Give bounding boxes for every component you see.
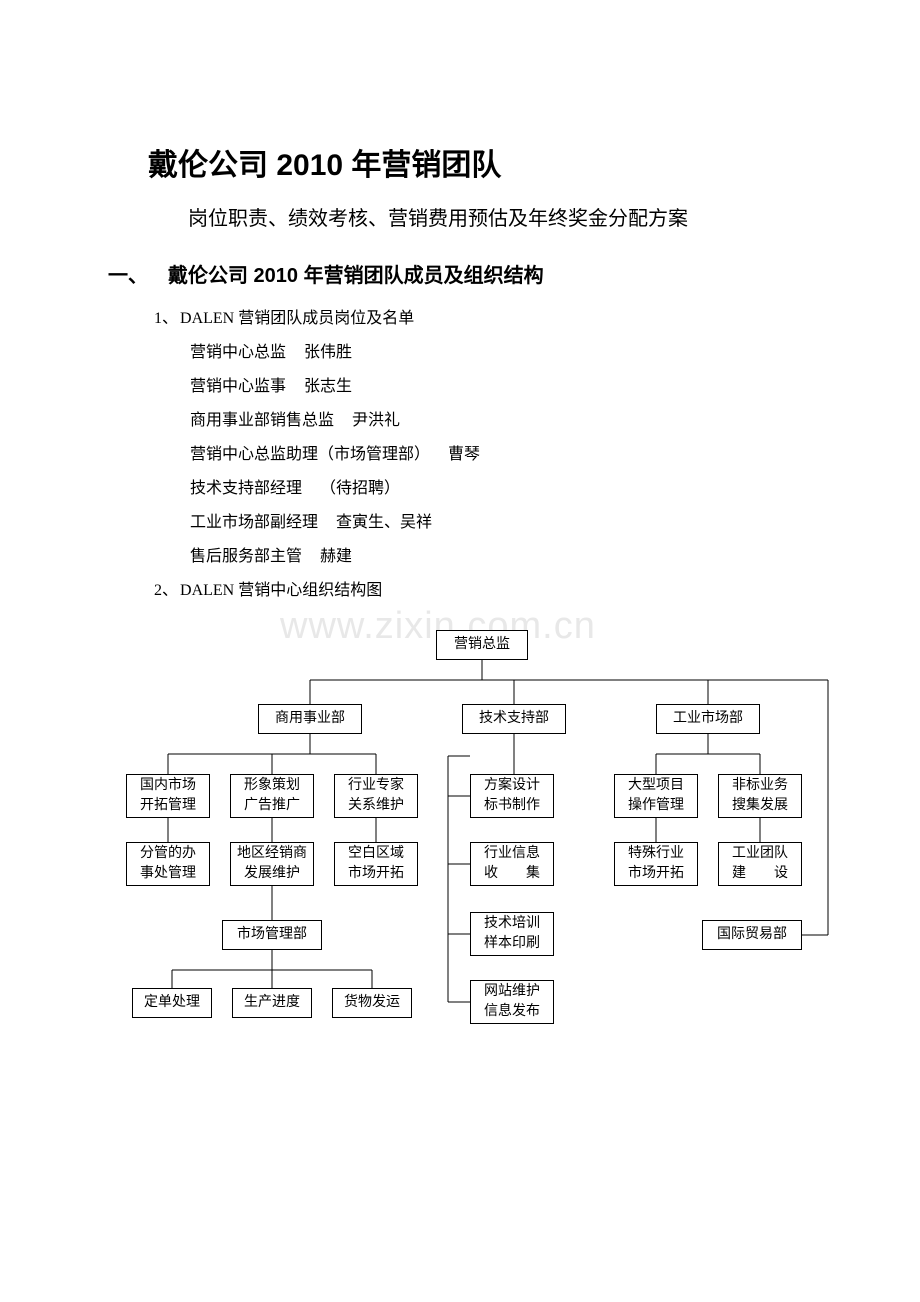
member-role: 营销中心总监助理（市场管理部）	[190, 440, 430, 464]
org-node-label-line1: 网站维护	[484, 982, 540, 1002]
org-node-c1: 大型项目操作管理	[614, 774, 698, 818]
org-node-label-line1: 特殊行业	[628, 844, 684, 864]
section-title: 戴伦公司 2010 年营销团队成员及组织结构	[168, 265, 544, 287]
org-node-label-line2: 标书制作	[484, 796, 540, 816]
member-role: 营销中心监事	[190, 372, 286, 396]
member-role: 工业市场部副经理	[190, 508, 318, 532]
org-node-label-line1: 技术培训	[484, 914, 540, 934]
org-node-label: 商用事业部	[275, 709, 345, 729]
org-node-c4: 工业团队建 设	[718, 842, 802, 886]
org-node-label-line2: 收 集	[484, 864, 540, 884]
org-node-label-line2: 样本印刷	[484, 934, 540, 954]
org-node-m2: 生产进度	[232, 988, 312, 1018]
subsection-text: DALEN 营销中心组织结构图	[180, 582, 382, 599]
org-node-label-line2: 市场开拓	[348, 864, 404, 884]
org-node-label: 技术支持部	[479, 709, 549, 729]
member-name: 查寅生、吴祥	[336, 508, 432, 532]
org-node-label: 营销总监	[454, 635, 510, 655]
org-node-label-line2: 关系维护	[348, 796, 404, 816]
org-node-label-line2: 广告推广	[244, 796, 300, 816]
org-node-m1: 定单处理	[132, 988, 212, 1018]
member-name: 张志生	[304, 372, 352, 396]
org-node-b1: 方案设计标书制作	[470, 774, 554, 818]
section-number: 一、	[108, 259, 168, 288]
subsection-text: DALEN 营销团队成员岗位及名单	[180, 310, 414, 327]
org-node-label-line1: 分管的办	[140, 844, 196, 864]
org-node-label: 国际贸易部	[717, 925, 787, 945]
org-node-label-line2: 开拓管理	[140, 796, 196, 816]
org-node-label-line2: 建 设	[732, 864, 788, 884]
org-node-label: 市场管理部	[237, 925, 307, 945]
member-row: 技术支持部经理 （待招聘）	[190, 474, 830, 498]
member-row: 营销中心监事张志生	[190, 372, 830, 396]
org-node-label-line1: 工业团队	[732, 844, 788, 864]
org-node-label-line1: 国内市场	[140, 776, 196, 796]
member-name: 赫建	[320, 542, 352, 566]
org-node-label-line1: 大型项目	[628, 776, 684, 796]
member-name: 尹洪礼	[352, 406, 400, 430]
org-node-a2: 形象策划广告推广	[230, 774, 314, 818]
org-node-label: 生产进度	[244, 993, 300, 1013]
org-node-label-line1: 方案设计	[484, 776, 540, 796]
org-node-label-line2: 信息发布	[484, 1002, 540, 1022]
org-node-intl: 国际贸易部	[702, 920, 802, 950]
org-node-label: 定单处理	[144, 993, 200, 1013]
member-row: 工业市场部副经理查寅生、吴祥	[190, 508, 830, 532]
org-node-b4: 网站维护信息发布	[470, 980, 554, 1024]
subsection-2: 2、DALEN 营销中心组织结构图	[154, 576, 830, 600]
subsection-1: 1、DALEN 营销团队成员岗位及名单	[154, 304, 830, 328]
org-node-label-line1: 行业信息	[484, 844, 540, 864]
org-node-label-line1: 行业专家	[348, 776, 404, 796]
member-role: 商用事业部销售总监	[190, 406, 334, 430]
org-node-b2: 行业信息收 集	[470, 842, 554, 886]
org-node-root: 营销总监	[436, 630, 528, 660]
org-node-c2: 非标业务搜集发展	[718, 774, 802, 818]
member-name: 张伟胜	[304, 338, 352, 362]
subsection-index: 1、	[154, 310, 178, 327]
member-row: 营销中心总监助理（市场管理部） 曹琴	[190, 440, 830, 464]
org-node-d1: 商用事业部	[258, 704, 362, 734]
org-node-label-line1: 空白区域	[348, 844, 404, 864]
member-row: 售后服务部主管赫建	[190, 542, 830, 566]
org-node-label-line1: 非标业务	[732, 776, 788, 796]
page-subtitle: 岗位职责、绩效考核、营销费用预估及年终奖金分配方案	[188, 202, 830, 231]
org-node-mkt: 市场管理部	[222, 920, 322, 950]
member-name: 曹琴	[448, 440, 480, 464]
org-node-label-line1: 形象策划	[244, 776, 300, 796]
member-role: 技术支持部经理	[190, 474, 302, 498]
org-chart: 营销总监商用事业部技术支持部工业市场部国内市场开拓管理形象策划广告推广行业专家关…	[108, 630, 830, 1160]
org-node-label-line2: 搜集发展	[732, 796, 788, 816]
member-role: 营销中心总监	[190, 338, 286, 362]
member-row: 营销中心总监张伟胜	[190, 338, 830, 362]
page-title: 戴伦公司 2010 年营销团队	[148, 140, 830, 184]
org-node-label-line2: 市场开拓	[628, 864, 684, 884]
member-role: 售后服务部主管	[190, 542, 302, 566]
org-node-a3: 行业专家关系维护	[334, 774, 418, 818]
document-body: 戴伦公司 2010 年营销团队 岗位职责、绩效考核、营销费用预估及年终奖金分配方…	[108, 140, 830, 1160]
org-node-a4: 分管的办事处管理	[126, 842, 210, 886]
org-node-label: 货物发运	[344, 993, 400, 1013]
section-heading: 一、戴伦公司 2010 年营销团队成员及组织结构	[108, 259, 830, 288]
org-node-label-line2: 事处管理	[140, 864, 196, 884]
org-node-a5: 地区经销商发展维护	[230, 842, 314, 886]
org-node-a1: 国内市场开拓管理	[126, 774, 210, 818]
org-node-c3: 特殊行业市场开拓	[614, 842, 698, 886]
org-node-d2: 技术支持部	[462, 704, 566, 734]
org-node-label-line1: 地区经销商	[237, 844, 307, 864]
org-node-b3: 技术培训样本印刷	[470, 912, 554, 956]
org-node-d3: 工业市场部	[656, 704, 760, 734]
org-node-a6: 空白区域市场开拓	[334, 842, 418, 886]
org-node-label: 工业市场部	[673, 709, 743, 729]
member-row: 商用事业部销售总监尹洪礼	[190, 406, 830, 430]
member-name: （待招聘）	[320, 474, 400, 498]
subsection-index: 2、	[154, 582, 178, 599]
org-node-m3: 货物发运	[332, 988, 412, 1018]
org-node-label-line2: 发展维护	[244, 864, 300, 884]
org-node-label-line2: 操作管理	[628, 796, 684, 816]
